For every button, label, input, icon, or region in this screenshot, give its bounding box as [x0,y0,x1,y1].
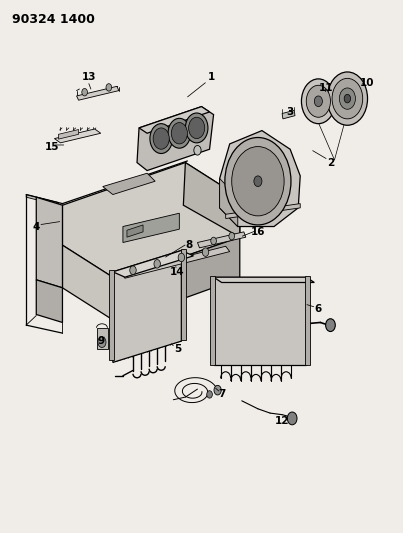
Polygon shape [113,251,193,277]
Text: 12: 12 [275,416,289,426]
Polygon shape [220,131,300,227]
Circle shape [194,146,201,155]
Text: 5: 5 [174,344,181,354]
Polygon shape [103,173,155,195]
Polygon shape [109,270,114,360]
Circle shape [82,88,87,96]
Polygon shape [183,163,240,237]
Circle shape [106,84,112,91]
Text: 14: 14 [170,267,185,277]
Polygon shape [232,171,246,213]
Polygon shape [181,249,186,340]
Circle shape [207,391,212,398]
Text: 10: 10 [359,78,374,87]
Circle shape [98,337,106,348]
Polygon shape [97,328,108,349]
Circle shape [171,123,187,144]
Circle shape [153,128,169,149]
Text: 11: 11 [319,83,334,93]
Text: 16: 16 [251,227,265,237]
Polygon shape [77,86,119,100]
Polygon shape [117,237,240,322]
Circle shape [178,253,185,262]
Circle shape [254,176,262,187]
Circle shape [232,147,284,216]
Text: 7: 7 [218,390,225,399]
Text: 1: 1 [208,72,215,82]
Text: 6: 6 [315,304,322,314]
Text: 4: 4 [33,222,40,231]
Polygon shape [36,197,62,288]
Circle shape [211,237,216,245]
Circle shape [314,96,322,107]
Circle shape [185,113,208,143]
Polygon shape [197,232,246,248]
Polygon shape [214,277,314,282]
Text: 8: 8 [186,240,193,250]
Circle shape [301,79,335,124]
Polygon shape [58,130,79,139]
Polygon shape [282,110,295,119]
Circle shape [339,88,355,109]
Circle shape [150,124,172,154]
Circle shape [229,232,235,240]
Text: 2: 2 [327,158,334,167]
Polygon shape [62,245,117,322]
Polygon shape [210,276,215,365]
Polygon shape [139,107,210,133]
Circle shape [189,117,205,139]
Polygon shape [220,179,238,227]
Polygon shape [54,129,101,143]
Circle shape [130,266,136,274]
Circle shape [154,260,160,268]
Text: 90324 1400: 90324 1400 [12,13,95,26]
Circle shape [287,412,297,425]
Circle shape [326,319,335,332]
Polygon shape [121,246,230,278]
Circle shape [332,78,363,119]
Polygon shape [62,163,240,280]
Polygon shape [305,276,310,365]
Circle shape [225,138,291,225]
Circle shape [306,85,330,117]
Circle shape [327,72,368,125]
Polygon shape [26,195,58,205]
Text: 9: 9 [97,336,104,346]
Text: 3: 3 [287,107,294,117]
Polygon shape [137,107,214,171]
Circle shape [168,118,191,148]
Text: 15: 15 [45,142,60,151]
Circle shape [202,248,209,256]
Circle shape [344,94,351,103]
Polygon shape [36,280,62,322]
Text: 13: 13 [81,72,96,82]
Polygon shape [113,251,181,362]
Polygon shape [214,277,306,365]
Polygon shape [127,225,143,237]
Polygon shape [226,204,300,219]
Polygon shape [123,213,179,243]
Circle shape [214,385,221,395]
